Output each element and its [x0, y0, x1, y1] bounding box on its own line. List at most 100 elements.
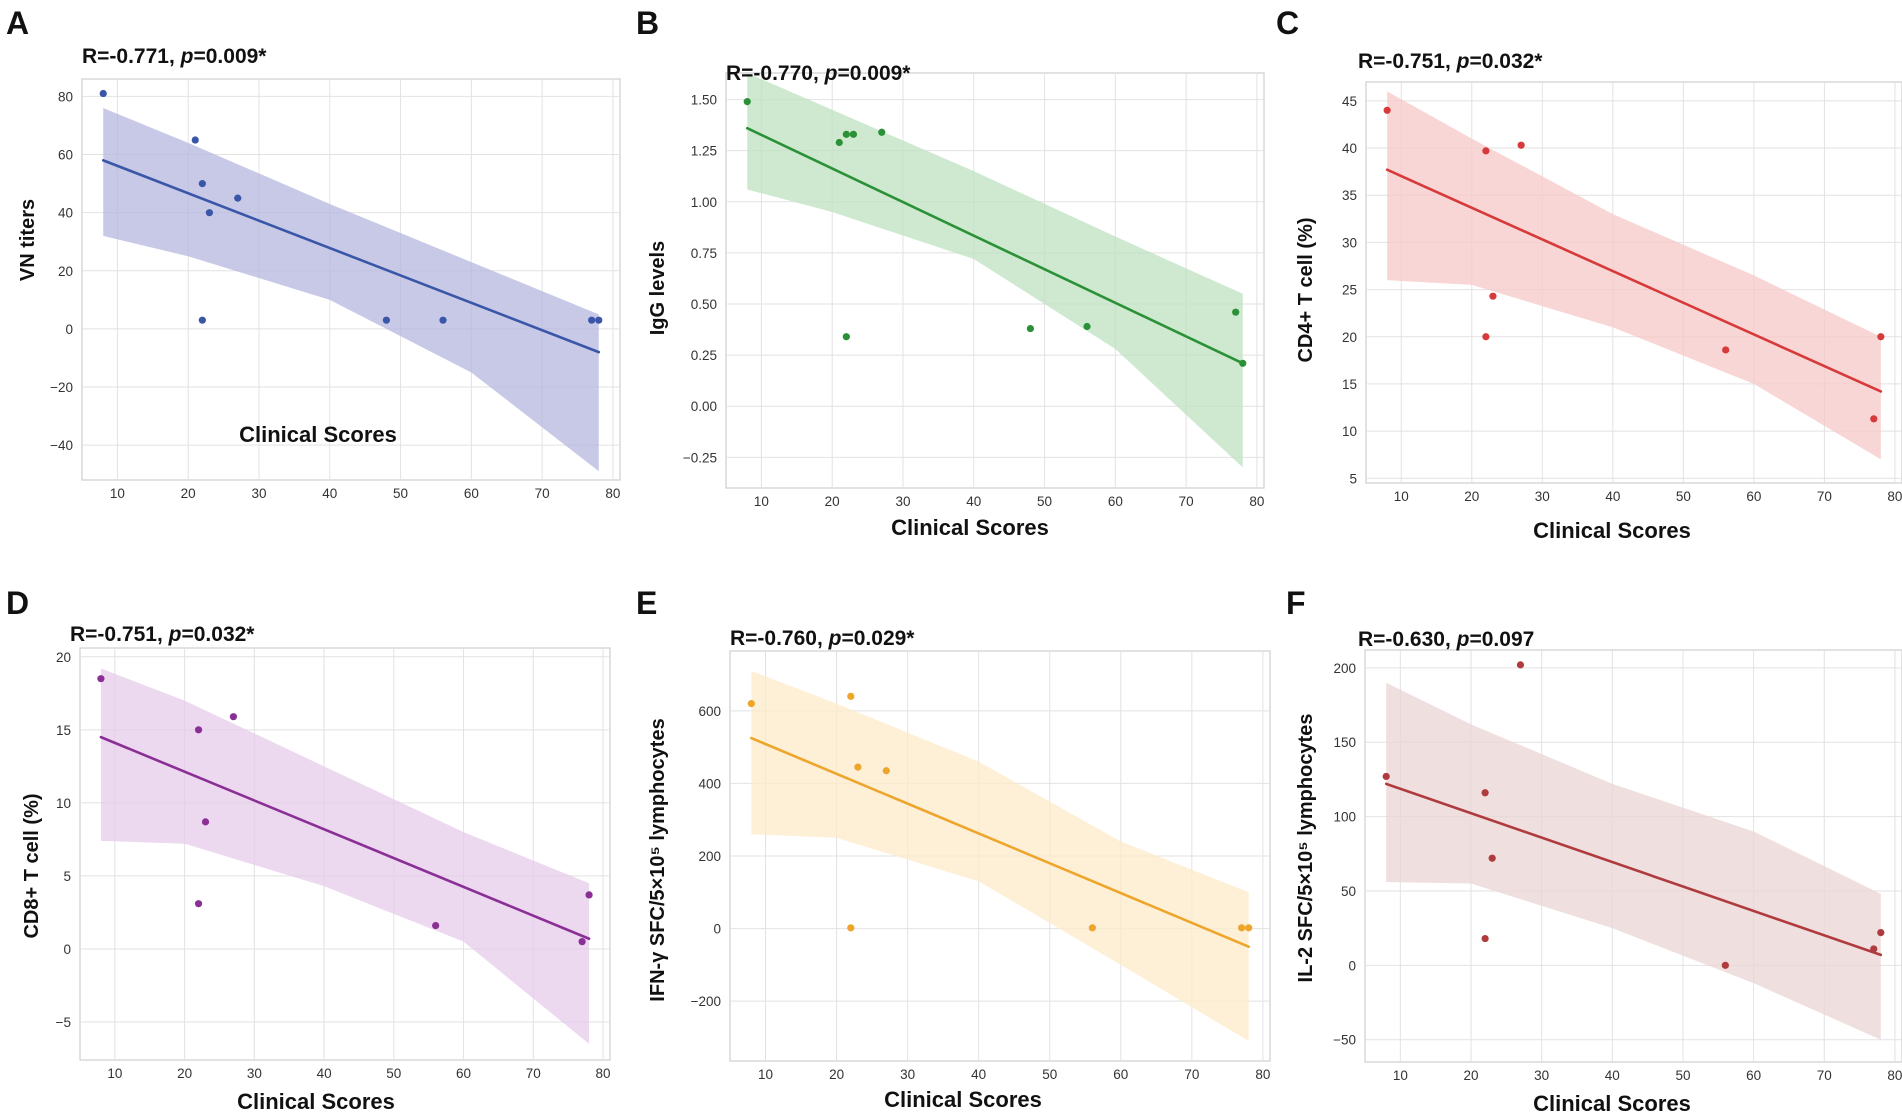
data-point	[382, 316, 390, 324]
panel-f: F 10 20 30 40 50 60 70 80 −50 0 50 100 150 200R=-0.630…	[1286, 585, 1902, 1116]
data-point	[1382, 772, 1390, 781]
y-tick-label: 0.50	[691, 297, 717, 312]
stat-p-label: p	[168, 623, 182, 646]
data-point	[432, 921, 440, 930]
y-tick-label: 600	[698, 704, 721, 719]
y-tick-label: 0	[65, 322, 73, 337]
y-tick-label: 1.25	[691, 144, 717, 159]
data-point	[1482, 333, 1490, 341]
x-tick-label: 60	[1113, 1067, 1128, 1082]
stat-r: R=-0.760,	[730, 627, 829, 650]
y-tick-label: 35	[1342, 188, 1357, 203]
data-point	[1481, 934, 1489, 943]
data-point	[1481, 789, 1489, 797]
y-tick-label: 25	[1342, 283, 1357, 298]
x-tick-label: 70	[526, 1066, 541, 1081]
data-point	[191, 136, 199, 144]
y-axis-label: IgG levels	[647, 241, 669, 336]
regression-line	[1385, 168, 1883, 393]
regression-line	[1384, 782, 1883, 957]
data-point	[1488, 854, 1496, 862]
x-tick-label: 50	[393, 486, 408, 501]
y-tick-label: 20	[56, 650, 71, 665]
x-tick-label: 60	[1108, 494, 1123, 509]
panel-letter: A	[6, 5, 29, 41]
x-tick-label: 50	[386, 1066, 401, 1081]
x-tick-label: 50	[1042, 1067, 1057, 1082]
x-tick-label: 50	[1037, 494, 1052, 509]
data-point	[1482, 147, 1490, 155]
correlation-stat: R=-0.751, p=0.032*	[1358, 50, 1543, 73]
y-tick-label: −5	[56, 1015, 71, 1030]
data-point	[1232, 308, 1240, 316]
x-tick-label: 70	[535, 486, 550, 501]
stat-p-value: =0.032*	[181, 623, 255, 646]
panel-c: C 10 20 30 40 50 60 70 80 5 10 15 20 25 30 35 40 45 R=-0.7…	[1276, 5, 1902, 543]
data-point	[1383, 106, 1391, 114]
data-point	[849, 130, 858, 138]
x-tick-label: 20	[825, 494, 840, 509]
confidence-band	[1387, 91, 1881, 460]
x-tick-label: 10	[758, 1067, 773, 1082]
data-point	[1517, 141, 1525, 149]
x-tick-label: 70	[1184, 1067, 1199, 1082]
x-axis-label: Clinical Scores	[1533, 1091, 1691, 1116]
data-point	[1489, 292, 1497, 300]
x-tick-label: 40	[317, 1066, 332, 1081]
data-point	[882, 767, 890, 775]
x-tick-label: 40	[1605, 489, 1620, 504]
y-tick-label: 0.75	[691, 246, 717, 261]
x-tick-label: 30	[251, 486, 266, 501]
data-point	[1516, 661, 1525, 669]
regression-line	[745, 126, 1245, 365]
x-tick-label: 80	[1887, 1068, 1902, 1083]
x-tick-label: 20	[177, 1066, 192, 1081]
data-point	[585, 891, 593, 899]
x-tick-label: 10	[754, 494, 769, 509]
y-tick-label: 1.00	[691, 195, 717, 210]
data-point	[854, 763, 862, 771]
x-tick-label: 20	[1463, 1068, 1478, 1083]
y-tick-label: 15	[1342, 377, 1357, 392]
x-tick-label: 80	[1255, 1067, 1270, 1082]
y-tick-label: 15	[56, 723, 71, 738]
data-point	[1870, 415, 1878, 423]
panel-letter: D	[6, 585, 29, 621]
stat-r: R=-0.770,	[726, 62, 825, 85]
panel-d: D 10 20 30 40 50 60 70 80 −5 0 5 10 15 20 R=-0.751, p=0…	[6, 585, 611, 1114]
y-tick-label: 1.50	[691, 93, 717, 108]
data-point	[842, 333, 850, 341]
correlation-stat: R=-0.760, p=0.029*	[730, 627, 915, 650]
data-point	[1877, 928, 1885, 937]
y-tick-label: 150	[1333, 735, 1356, 750]
data-point	[194, 726, 203, 734]
data-point	[1237, 924, 1246, 932]
x-tick-label: 10	[107, 1066, 122, 1081]
x-tick-label: 50	[1675, 1068, 1690, 1083]
x-tick-label: 20	[181, 486, 196, 501]
data-point	[847, 924, 855, 932]
confidence-band	[751, 670, 1249, 1042]
y-tick-label: 10	[56, 796, 71, 811]
stat-p-label: p	[1456, 628, 1470, 651]
data-point	[1088, 924, 1096, 932]
x-tick-label: 10	[110, 486, 125, 501]
data-point	[194, 900, 203, 908]
data-point	[234, 194, 242, 202]
y-tick-label: 60	[58, 148, 73, 163]
data-point	[439, 316, 447, 324]
regression-line	[750, 736, 1250, 949]
confidence-band	[1386, 682, 1881, 1040]
x-tick-label: 70	[1179, 494, 1194, 509]
confidence-band	[100, 668, 590, 1044]
data-point	[1722, 346, 1730, 354]
y-tick-label: 20	[58, 264, 73, 279]
y-axis-label: VN titers	[17, 199, 39, 281]
x-tick-label: 60	[456, 1066, 471, 1081]
y-tick-label: 40	[58, 206, 73, 221]
x-axis-label: Clinical Scores	[1533, 518, 1691, 543]
data-point	[1026, 324, 1034, 333]
y-tick-label: 100	[1333, 810, 1356, 825]
x-tick-label: 70	[1817, 1068, 1832, 1083]
